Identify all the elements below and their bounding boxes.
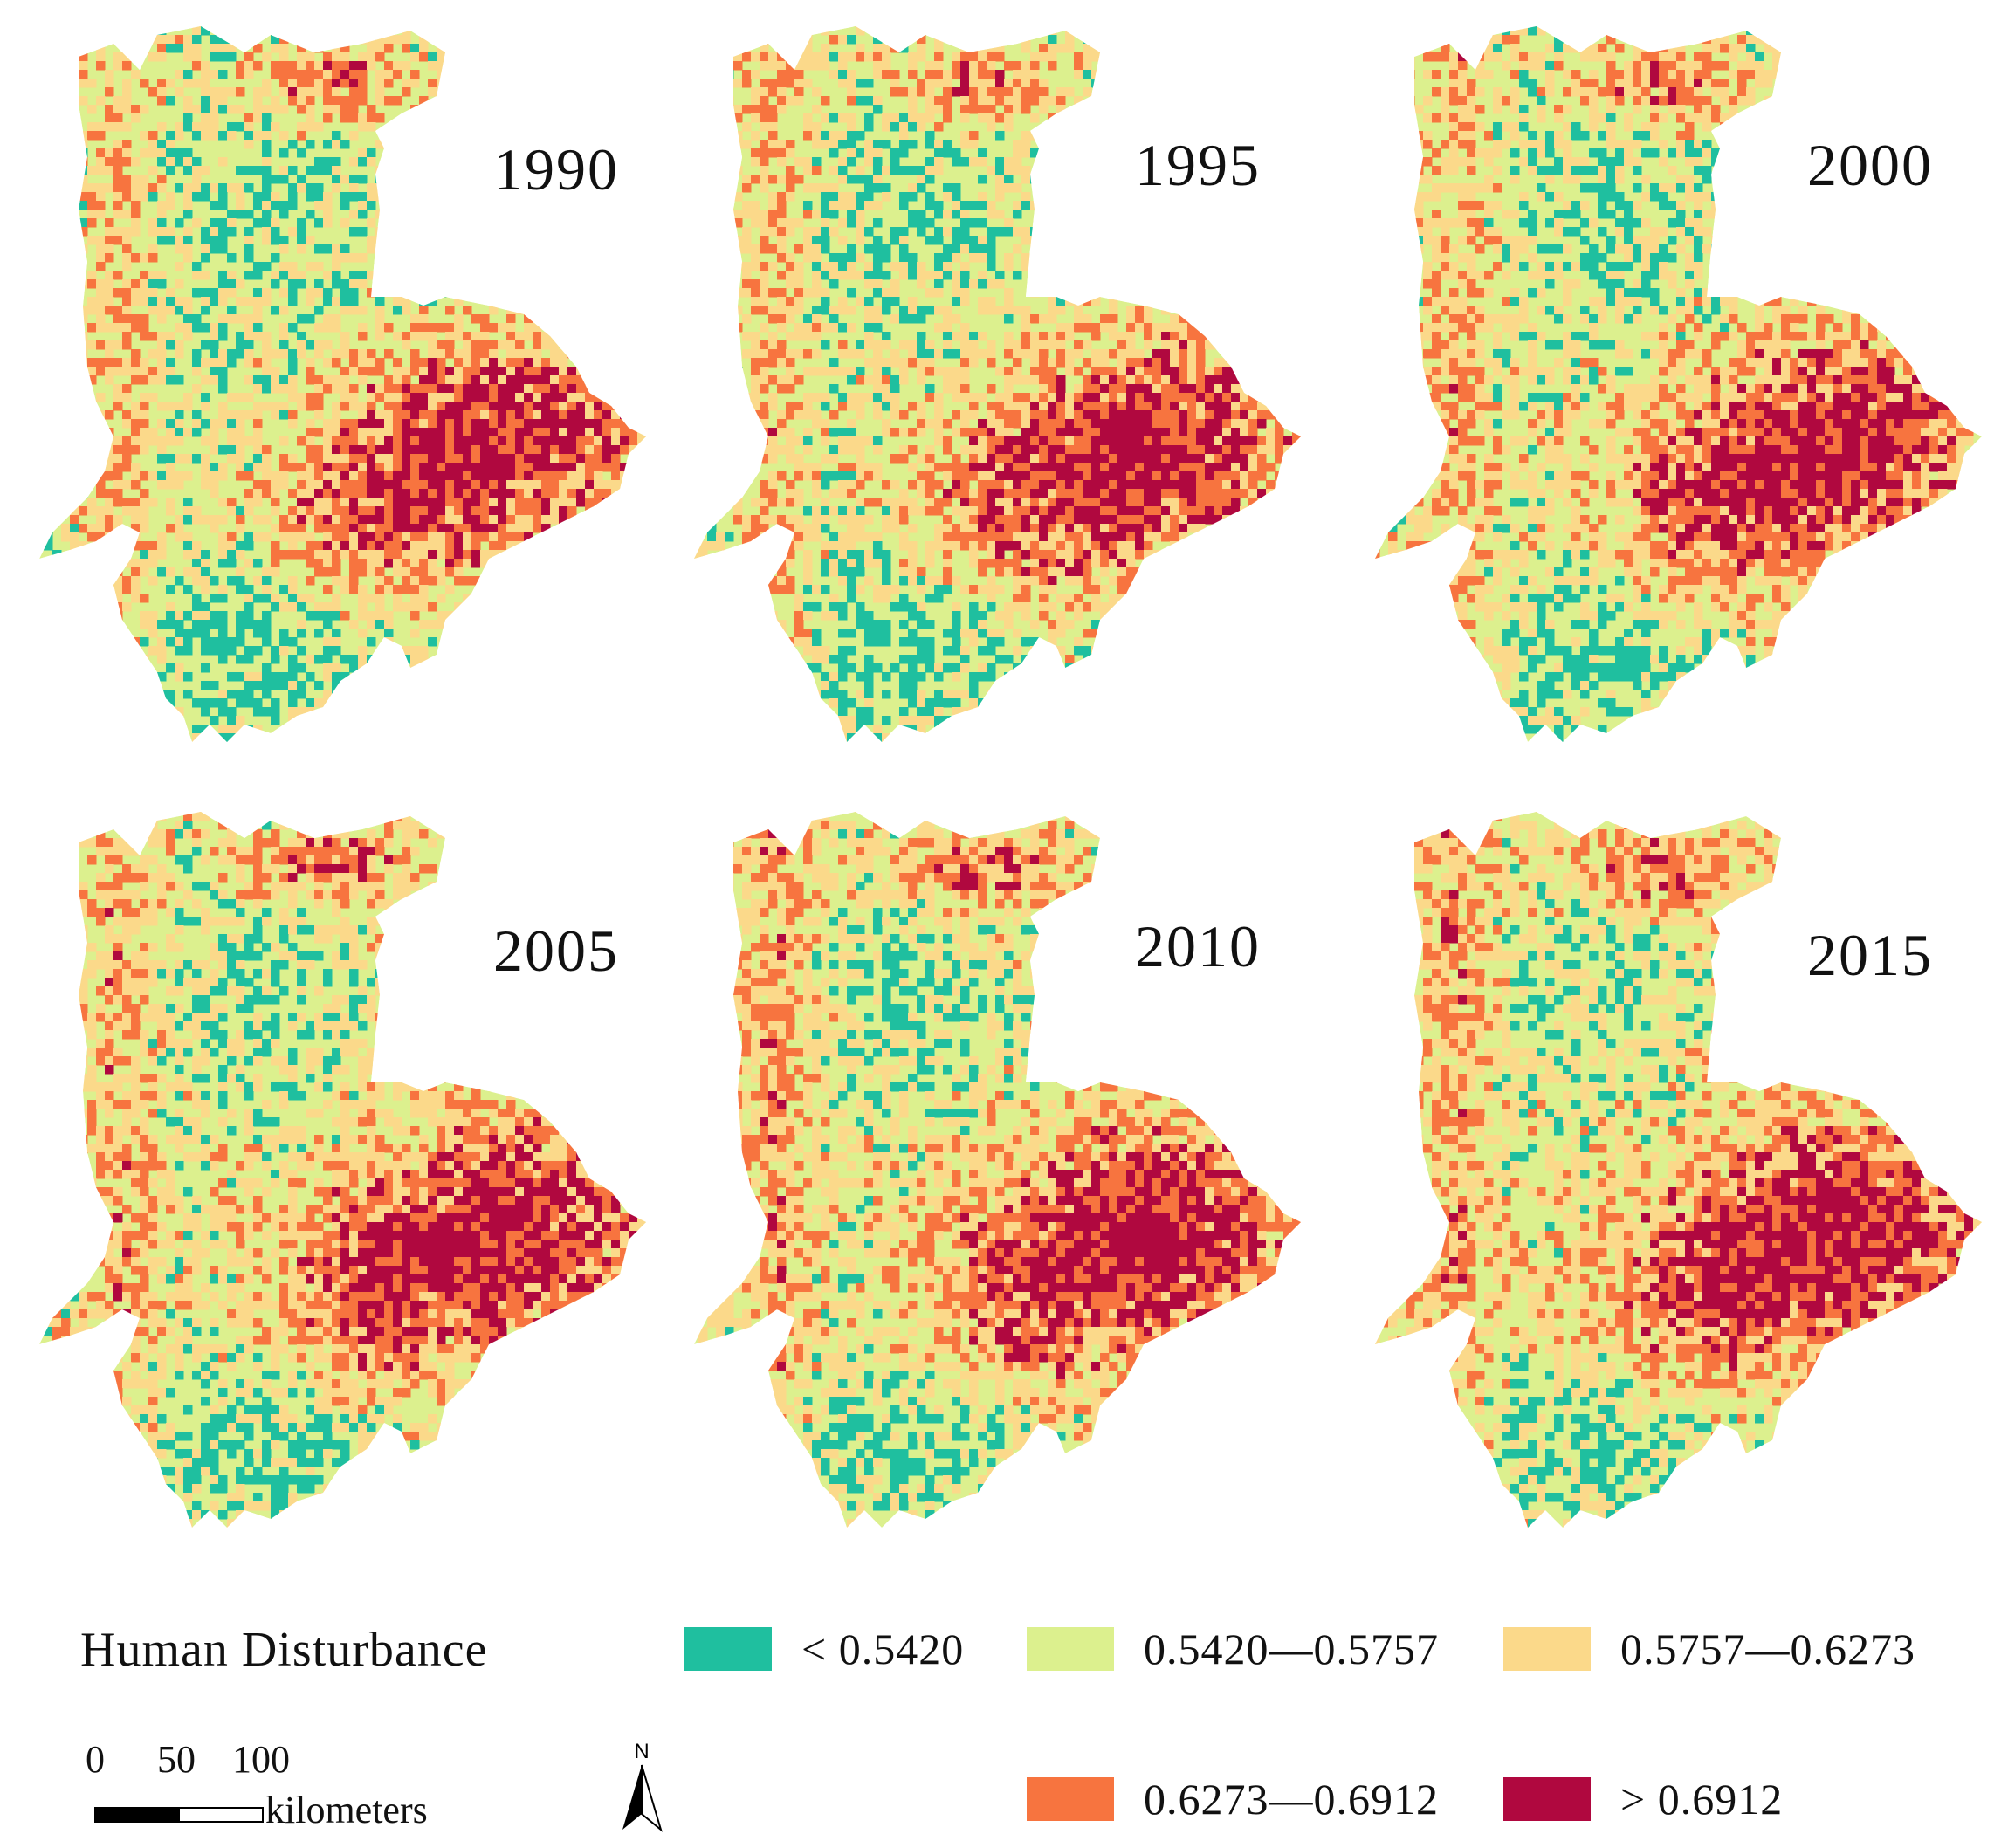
map-year-label: 2015 bbox=[1807, 921, 1933, 990]
legend-swatch-class-2 bbox=[1027, 1627, 1114, 1671]
disturbance-map-1990 bbox=[39, 26, 646, 742]
north-arrow: N bbox=[615, 1737, 668, 1833]
map-panel-2010: 2010 bbox=[690, 803, 1353, 1571]
map-panel-1995: 1995 bbox=[690, 17, 1353, 786]
disturbance-map-2005 bbox=[39, 812, 646, 1528]
scale-tick-100: 100 bbox=[232, 1737, 290, 1782]
legend-label-class-4: 0.6273—0.6912 bbox=[1144, 1774, 1439, 1824]
north-arrow-icon: N bbox=[622, 1740, 663, 1832]
map-year-label: 1995 bbox=[1135, 131, 1261, 200]
legend-item-class-4: 0.6273—0.6912 bbox=[1027, 1774, 1439, 1824]
map-panel-2015: 2015 bbox=[1371, 803, 2001, 1571]
legend-label-class-2: 0.5420—0.5757 bbox=[1144, 1624, 1439, 1674]
legend-label-class-3: 0.5757—0.6273 bbox=[1620, 1624, 1915, 1674]
legend-item-class-3: 0.5757—0.6273 bbox=[1503, 1625, 1915, 1673]
legend-swatch-class-5 bbox=[1503, 1777, 1591, 1821]
scale-segment-black bbox=[94, 1807, 180, 1823]
legend-label-class-5: > 0.6912 bbox=[1620, 1774, 1783, 1824]
legend-swatch-class-1 bbox=[684, 1627, 772, 1671]
legend-item-class-5: > 0.6912 bbox=[1503, 1774, 1783, 1824]
map-year-label: 2005 bbox=[493, 917, 619, 986]
legend-swatch-class-3 bbox=[1503, 1627, 1591, 1671]
map-panel-1990: 1990 bbox=[35, 17, 698, 786]
scale-bar: 0 50 100 kilometers bbox=[86, 1737, 487, 1833]
legend-swatch-class-4 bbox=[1027, 1777, 1114, 1821]
scale-tick-50: 50 bbox=[157, 1737, 196, 1782]
disturbance-map-2000 bbox=[1375, 26, 1982, 742]
legend-title: Human Disturbance bbox=[80, 1622, 487, 1678]
map-panel-2005: 2005 bbox=[35, 803, 698, 1571]
map-year-label: 2000 bbox=[1807, 131, 1933, 200]
map-year-label: 1990 bbox=[493, 135, 619, 204]
scale-tick-0: 0 bbox=[86, 1737, 105, 1782]
disturbance-map-1995 bbox=[694, 26, 1301, 742]
map-panel-2000: 2000 bbox=[1371, 17, 2001, 786]
legend-item-class-1: < 0.5420 bbox=[684, 1625, 964, 1673]
map-year-label: 2010 bbox=[1135, 912, 1261, 981]
scale-segment-white bbox=[178, 1807, 264, 1823]
disturbance-map-2015 bbox=[1375, 812, 1982, 1528]
north-label: N bbox=[634, 1740, 649, 1763]
legend-label-class-1: < 0.5420 bbox=[801, 1624, 964, 1674]
scale-unit-label: kilometers bbox=[265, 1788, 428, 1832]
disturbance-map-2010 bbox=[694, 812, 1301, 1528]
legend-item-class-2: 0.5420—0.5757 bbox=[1027, 1625, 1439, 1673]
